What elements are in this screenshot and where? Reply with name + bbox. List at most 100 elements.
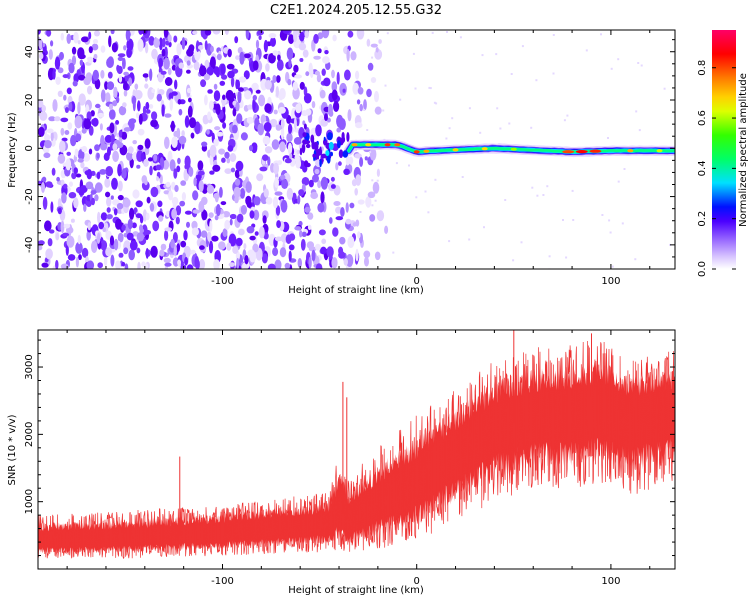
noise-blob — [56, 176, 60, 182]
noise-blob — [141, 175, 148, 184]
noise-blob — [284, 158, 292, 164]
noise-blob — [227, 145, 234, 152]
noise-blob — [288, 59, 292, 68]
noise-blob — [312, 174, 319, 183]
noise-speck — [520, 241, 523, 244]
noise-blob — [94, 182, 103, 193]
noise-blob — [44, 220, 52, 232]
noise-blob — [214, 215, 219, 221]
noise-blob — [38, 126, 45, 137]
noise-blob — [105, 92, 111, 103]
noise-speck — [504, 199, 507, 201]
noise-speck — [521, 45, 524, 48]
noise-blob — [100, 143, 108, 151]
noise-blob — [288, 244, 295, 251]
noise-blob — [64, 130, 70, 135]
noise-blob — [356, 30, 365, 40]
noise-blob — [301, 231, 307, 237]
noise-blob — [65, 158, 72, 171]
noise-blob — [343, 258, 348, 266]
noise-blob — [68, 192, 77, 199]
noise-speck — [609, 231, 612, 234]
noise-blob — [59, 51, 64, 61]
noise-blob — [88, 148, 93, 155]
noise-blob — [153, 38, 160, 48]
noise-speck — [607, 137, 609, 139]
noise-blob — [224, 30, 229, 35]
noise-blob — [41, 105, 46, 112]
noise-blob — [262, 215, 267, 224]
snr-frame — [37, 329, 676, 570]
spectrogram-x-tick-label: 100 — [601, 276, 620, 287]
noise-blob — [46, 30, 52, 37]
noise-blob — [73, 167, 79, 175]
noise-blob — [142, 209, 147, 222]
noise-blob — [150, 245, 158, 258]
onset-blob — [346, 132, 350, 142]
signal-peak — [452, 148, 459, 152]
noise-blob — [303, 123, 307, 130]
noise-blob — [186, 60, 191, 66]
colorbar-label: Normalized spectral amplitude — [738, 73, 749, 227]
noise-blob — [77, 149, 85, 161]
noise-blob — [117, 163, 122, 177]
noise-blob — [51, 167, 56, 176]
noise-blob — [174, 184, 179, 193]
noise-blob — [297, 195, 301, 205]
noise-blob — [332, 227, 339, 237]
onset-peak — [325, 150, 330, 157]
noise-blob — [255, 89, 261, 94]
noise-blob — [115, 141, 124, 149]
noise-blob — [314, 168, 320, 175]
noise-blob — [78, 53, 86, 60]
noise-blob — [338, 161, 342, 166]
noise-blob — [367, 191, 376, 199]
noise-blob — [173, 244, 177, 257]
noise-blob — [184, 115, 190, 128]
noise-blob — [176, 165, 181, 173]
noise-blob — [66, 151, 71, 156]
noise-blob — [354, 153, 362, 159]
noise-blob — [294, 74, 302, 79]
noise-blob — [336, 127, 342, 133]
noise-blob — [246, 226, 255, 234]
noise-blob — [61, 192, 67, 204]
noise-blob — [117, 232, 124, 243]
noise-blob — [355, 122, 363, 129]
noise-speck — [495, 53, 498, 56]
noise-speck — [392, 251, 395, 254]
noise-blob — [268, 53, 276, 64]
noise-blob — [144, 83, 149, 89]
noise-blob — [347, 30, 354, 38]
noise-blob — [224, 168, 232, 175]
noise-blob — [164, 136, 170, 149]
noise-blob — [245, 181, 252, 193]
noise-blob — [141, 261, 146, 268]
noise-speck — [434, 178, 437, 181]
noise-blob — [100, 69, 105, 79]
noise-blob — [161, 104, 165, 117]
noise-blob — [198, 259, 206, 269]
noise-speck — [414, 87, 417, 90]
signal-peak — [384, 143, 391, 147]
noise-blob — [272, 196, 279, 209]
noise-blob — [186, 264, 194, 269]
noise-blob — [338, 149, 344, 158]
noise-blob — [213, 138, 219, 147]
noise-speck — [563, 119, 566, 122]
noise-blob — [253, 196, 261, 206]
noise-blob — [191, 220, 198, 230]
noise-blob — [87, 85, 93, 95]
noise-blob — [322, 56, 330, 64]
noise-blob — [104, 81, 109, 90]
noise-speck — [617, 58, 620, 61]
noise-blob — [138, 30, 144, 35]
noise-blob — [180, 240, 187, 248]
noise-blob — [121, 224, 126, 231]
noise-blob — [78, 74, 86, 81]
noise-blob — [271, 139, 280, 150]
noise-blob — [103, 255, 108, 267]
noise-blob — [200, 79, 207, 88]
noise-blob — [108, 103, 114, 111]
noise-blob — [181, 130, 185, 137]
